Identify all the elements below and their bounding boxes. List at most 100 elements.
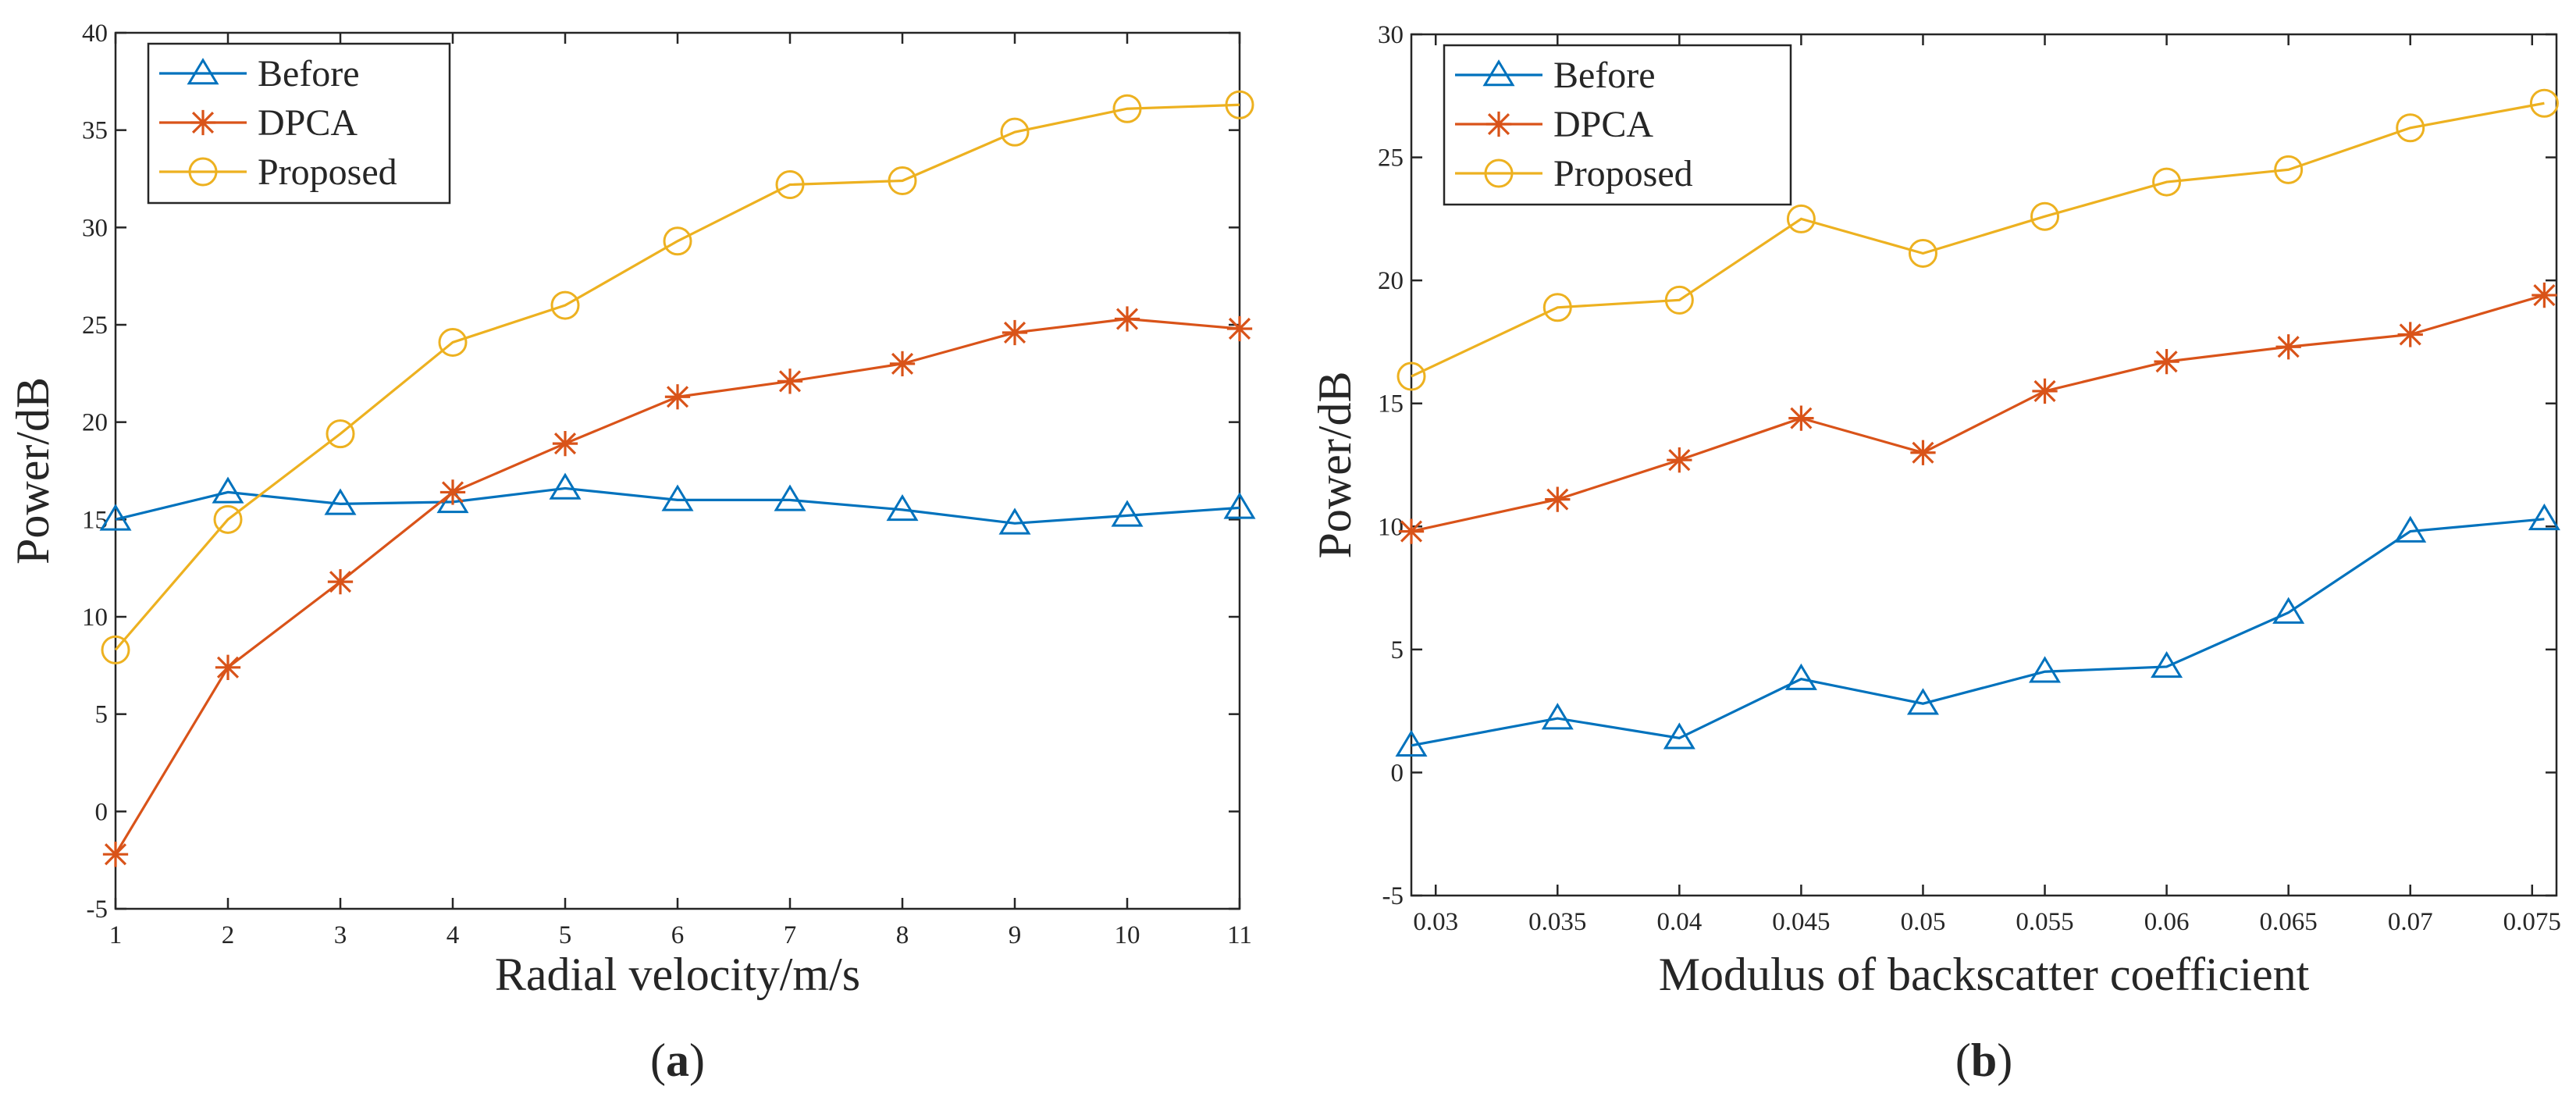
x-tick-label: 0.055 bbox=[2016, 908, 2073, 936]
legend-marker-dpca bbox=[190, 109, 216, 136]
y-tick-label: 20 bbox=[82, 409, 108, 437]
data-point-proposed bbox=[2529, 88, 2559, 118]
data-point-dpca bbox=[102, 842, 129, 867]
data-point-before bbox=[2151, 651, 2183, 678]
panel-label: (b) bbox=[1955, 1035, 2012, 1086]
data-point-proposed bbox=[550, 290, 580, 320]
y-tick-label: 10 bbox=[82, 604, 108, 632]
y-tick-label: 25 bbox=[1378, 144, 1404, 173]
data-point-before bbox=[1906, 688, 1939, 715]
series-line-before bbox=[1411, 518, 2545, 747]
x-tick-label: 0.05 bbox=[1901, 908, 1946, 936]
data-point-dpca bbox=[2397, 322, 2423, 347]
legend-label-proposed: Proposed bbox=[258, 151, 397, 193]
data-point-dpca bbox=[1398, 518, 1425, 544]
x-tick-label: 0.04 bbox=[1656, 908, 1702, 936]
y-axis-label: Power/dB bbox=[7, 377, 59, 564]
data-point-proposed bbox=[1225, 90, 1254, 119]
data-point-before bbox=[2029, 656, 2062, 683]
data-point-before bbox=[324, 488, 357, 515]
panel-label: (a) bbox=[650, 1035, 705, 1086]
x-tick-label: 5 bbox=[559, 921, 572, 949]
data-point-before bbox=[1223, 492, 1256, 519]
data-point-proposed bbox=[1542, 293, 1572, 322]
x-tick-label: 0.06 bbox=[2144, 908, 2190, 936]
legend-marker-before bbox=[1482, 59, 1515, 87]
x-tick-label: 4 bbox=[447, 921, 460, 949]
data-point-dpca bbox=[1910, 440, 1936, 465]
data-point-before bbox=[2528, 503, 2560, 531]
y-tick-label: -5 bbox=[87, 896, 109, 924]
data-point-proposed bbox=[2152, 167, 2182, 197]
data-point-proposed bbox=[326, 419, 355, 449]
data-point-before bbox=[1111, 500, 1144, 527]
x-tick-label: 0.03 bbox=[1413, 908, 1458, 936]
data-point-before bbox=[998, 507, 1031, 535]
legend-label-before: Before bbox=[1553, 55, 1656, 96]
data-point-proposed bbox=[663, 226, 692, 256]
data-point-dpca bbox=[2032, 378, 2058, 404]
x-tick-label: 8 bbox=[896, 921, 909, 949]
x-tick-label: 6 bbox=[671, 921, 685, 949]
y-tick-label: 40 bbox=[82, 20, 108, 48]
data-point-proposed bbox=[438, 327, 468, 357]
y-tick-label: 5 bbox=[1391, 636, 1404, 664]
series-line-proposed bbox=[1411, 101, 2545, 378]
data-point-dpca bbox=[2154, 348, 2179, 375]
data-point-proposed bbox=[1786, 204, 1816, 233]
data-point-proposed bbox=[1397, 361, 1426, 391]
legend-label-before: Before bbox=[258, 53, 360, 94]
y-tick-label: 5 bbox=[95, 701, 109, 729]
y-tick-label: 0 bbox=[95, 798, 109, 826]
legend-marker-before bbox=[187, 58, 219, 85]
series-line-dpca bbox=[1411, 294, 2545, 533]
data-point-dpca bbox=[1002, 319, 1028, 346]
x-tick-label: 0.07 bbox=[2388, 908, 2433, 936]
data-point-before bbox=[886, 493, 919, 522]
data-point-dpca bbox=[439, 479, 466, 505]
data-point-dpca bbox=[1667, 447, 1692, 473]
plot-area-frame bbox=[1410, 33, 2558, 897]
y-tick-label: 20 bbox=[1378, 267, 1404, 295]
data-point-dpca bbox=[1226, 315, 1253, 342]
data-point-proposed bbox=[1112, 94, 1142, 123]
data-point-before bbox=[1663, 722, 1695, 750]
x-tick-label: 0.035 bbox=[1528, 908, 1586, 936]
data-point-dpca bbox=[1788, 405, 1814, 431]
data-point-before bbox=[2394, 515, 2427, 543]
x-axis-label: Radial velocity/m/s bbox=[495, 949, 860, 1000]
data-point-before bbox=[661, 484, 694, 511]
x-tick-label: 3 bbox=[334, 921, 347, 949]
data-point-proposed bbox=[888, 166, 917, 195]
data-point-proposed bbox=[213, 504, 243, 534]
data-point-before bbox=[1395, 729, 1428, 757]
data-point-before bbox=[2272, 597, 2305, 624]
legend-marker-proposed bbox=[1484, 158, 1514, 188]
legend-marker-proposed bbox=[188, 157, 218, 187]
y-tick-label: 30 bbox=[1378, 21, 1404, 49]
chart-panel-b: -5 0 5 10 15 20 25 30 0.03 0.035 0.04 0.045 0.05 0.05… bbox=[1309, 21, 2561, 1086]
x-tick-label: 9 bbox=[1009, 921, 1022, 949]
data-point-dpca bbox=[552, 430, 578, 457]
data-point-proposed bbox=[775, 169, 805, 199]
x-axis-label: Modulus of backscatter coefficient bbox=[1659, 949, 2310, 1000]
data-point-proposed bbox=[1908, 238, 1937, 268]
data-point-before bbox=[1541, 703, 1574, 730]
legend-label-dpca: DPCA bbox=[258, 102, 358, 144]
y-tick-label: -5 bbox=[1382, 882, 1404, 910]
data-point-before bbox=[549, 472, 582, 500]
x-tick-label: 11 bbox=[1227, 921, 1252, 949]
y-tick-label: 30 bbox=[82, 214, 108, 242]
y-tick-label: 35 bbox=[82, 117, 108, 145]
x-tick-label: 7 bbox=[784, 921, 797, 949]
data-point-proposed bbox=[2274, 155, 2304, 184]
data-point-proposed bbox=[1664, 285, 1694, 315]
data-point-dpca bbox=[664, 384, 691, 410]
series-line-before bbox=[115, 486, 1240, 525]
data-point-dpca bbox=[889, 351, 916, 377]
legend-label-dpca: DPCA bbox=[1553, 104, 1653, 145]
x-tick-label: 0.075 bbox=[2503, 908, 2561, 936]
series-line-proposed bbox=[114, 103, 1240, 651]
x-tick-label: 0.065 bbox=[2260, 908, 2318, 936]
data-point-proposed bbox=[1000, 117, 1030, 147]
